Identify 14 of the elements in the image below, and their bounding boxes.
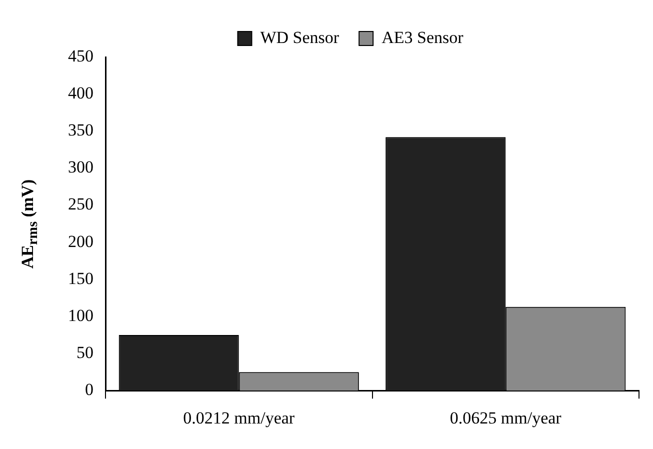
x-tick-label: 0.0212 mm/year	[183, 408, 295, 428]
y-tick-label: 450	[68, 46, 94, 66]
y-tick-label: 0	[85, 380, 94, 400]
y-tick-label: 200	[68, 232, 94, 251]
x-tick-label: 0.0625 mm/year	[450, 408, 562, 428]
y-tick-label: 250	[68, 194, 94, 214]
legend-label: WD Sensor	[260, 28, 340, 47]
legend-label: AE3 Sensor	[382, 28, 464, 47]
y-tick-label: 350	[68, 120, 94, 140]
y-tick-label: 150	[68, 268, 94, 288]
y-tick-label: 50	[76, 343, 94, 362]
y-tick-label: 400	[68, 84, 94, 103]
y-tick-label: 100	[68, 306, 94, 325]
y-tick-label: 300	[68, 158, 94, 177]
